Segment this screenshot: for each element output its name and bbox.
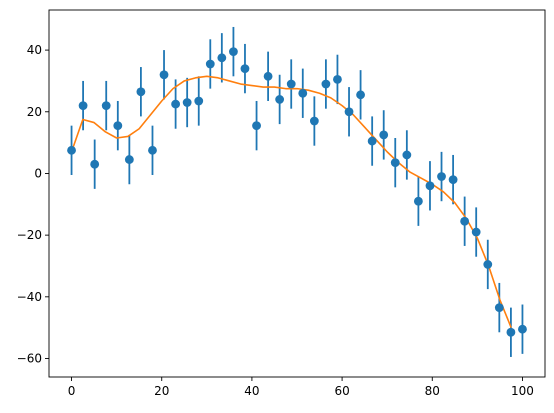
y-tick-label: −20: [17, 228, 42, 242]
data-point: [194, 96, 204, 106]
data-point: [124, 155, 134, 164]
data-point: [506, 327, 516, 337]
data-point: [286, 79, 296, 89]
data-point: [101, 101, 111, 111]
data-point: [379, 130, 389, 140]
data-point: [171, 99, 181, 109]
plot-marks: [67, 26, 527, 357]
x-tick-label: 0: [68, 384, 76, 398]
y-tick-label: −60: [17, 351, 42, 365]
data-point: [309, 116, 319, 126]
y-tick-label: −40: [17, 290, 42, 304]
data-point: [67, 145, 76, 155]
data-point: [413, 196, 423, 206]
data-point: [425, 181, 435, 191]
axes: 0 20 40 60 80 100 −60 −40 −20 0 20 40: [17, 9, 546, 398]
data-point: [217, 53, 227, 63]
fit-line: [70, 75, 512, 328]
x-tick-label: 20: [154, 384, 169, 398]
data-point: [205, 59, 215, 69]
data-point: [356, 90, 365, 100]
data-point: [113, 121, 123, 131]
data-point: [298, 88, 308, 98]
data-point: [437, 172, 446, 181]
y-tick-label: 0: [34, 166, 42, 180]
data-point: [263, 71, 273, 81]
x-tick-label: 100: [511, 384, 534, 398]
y-tick-label: 40: [27, 43, 42, 57]
y-tick-label: 20: [27, 105, 42, 119]
data-point: [390, 158, 400, 168]
data-point: [136, 87, 146, 97]
data-point: [321, 79, 331, 89]
data-point: [159, 70, 169, 80]
data-point: [494, 303, 504, 313]
data-point: [344, 107, 354, 117]
data-point: [78, 101, 88, 111]
data-point: [90, 159, 100, 169]
x-tick-label: 40: [244, 384, 259, 398]
data-point: [252, 121, 261, 131]
data-point: [518, 324, 527, 334]
axes-frame: [48, 9, 546, 378]
data-point: [448, 175, 458, 185]
data-point: [367, 136, 377, 146]
x-tick-label: 60: [334, 384, 349, 398]
data-point: [333, 74, 342, 84]
data-point: [471, 227, 481, 237]
data-point: [182, 98, 192, 107]
data-point: [229, 47, 238, 57]
data-point: [483, 260, 493, 269]
data-point: [148, 145, 157, 155]
data-point: [402, 150, 412, 160]
data-point: [240, 64, 250, 73]
x-tick-label: 80: [425, 384, 440, 398]
data-point: [460, 216, 470, 226]
data-point: [275, 95, 285, 104]
